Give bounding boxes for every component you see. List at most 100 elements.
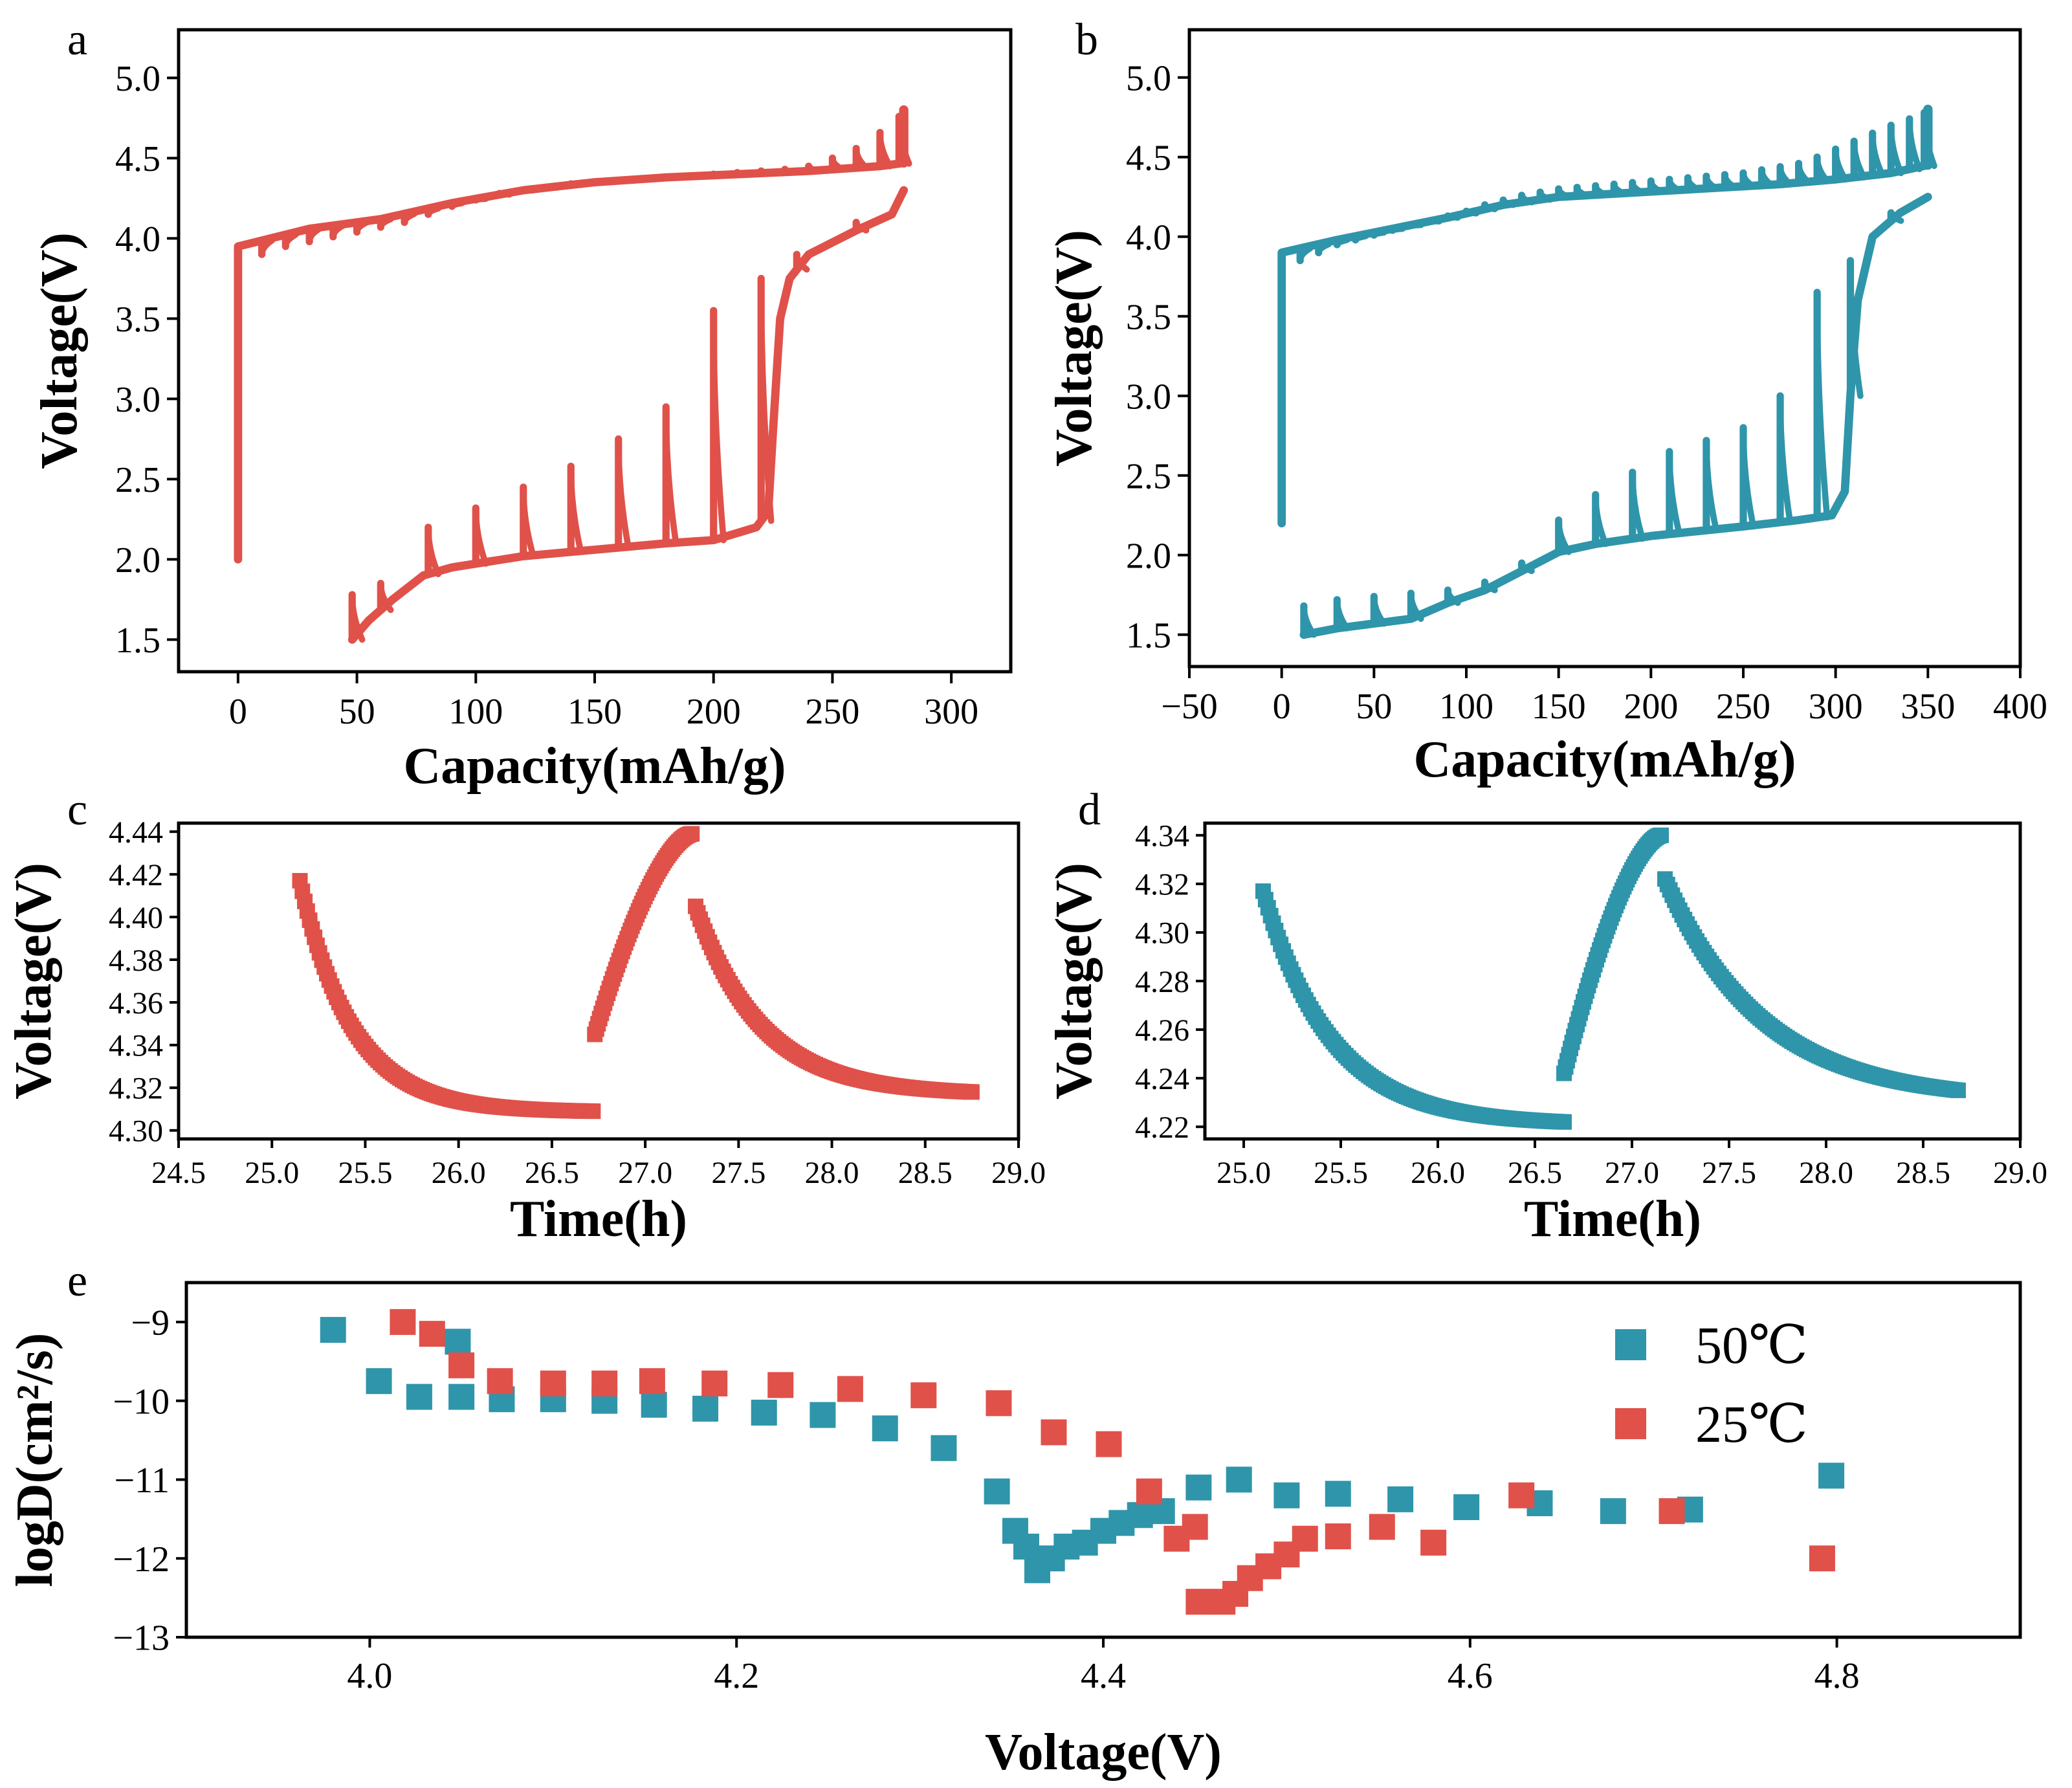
panel-a-charge-relax-hook [425, 205, 442, 217]
panel-d-x-tick-label: 28.0 [1799, 1156, 1853, 1190]
panel-a-charge-relax-hook [306, 225, 323, 245]
panel-c-x-axis-label: Time(h) [510, 1191, 687, 1248]
panel-a-discharge-relax-hook [615, 436, 632, 551]
panel-c-x-tick-label: 27.5 [711, 1156, 766, 1190]
panel-e-series-1-point [1185, 1589, 1212, 1615]
panel-e-series-1-point [639, 1368, 665, 1395]
panel-e-series-0-point [1273, 1482, 1300, 1508]
panel-a-charge-relax-hook [377, 215, 394, 230]
panel-c-x-tick-label: 26.5 [525, 1156, 579, 1190]
panel-d-x-tick-label: 25.0 [1217, 1156, 1271, 1190]
panel-a-discharge-relax-hook [758, 275, 775, 524]
panel-b-x-tick-label: 400 [1993, 687, 2047, 727]
panel-e-y-axis-label: logD(cm²/s) [6, 1333, 63, 1587]
panel-e-series-0-point [1453, 1494, 1480, 1521]
panel-b-charge-relax-hook [1297, 245, 1314, 264]
panel-e-series-1-point [986, 1390, 1012, 1417]
panel-a-charge-relax-hook [401, 210, 418, 226]
panel-a-charge-relax-hook [734, 169, 751, 177]
panel-a: a 0 50 100 150 200 250 300 1.5 2.0 2.5 3.0 3.5 4.0 4.… [31, 15, 1013, 795]
panel-b-charge-relax-hook [1407, 221, 1424, 229]
panel-e-legend-label: 25℃ [1695, 1395, 1808, 1453]
panel-e-series-0-point [320, 1317, 346, 1343]
panel-b-discharge-relax-hook [1301, 602, 1317, 638]
panel-b-discharge-relax-hook [1847, 257, 1864, 399]
panel-d-x-tick-label: 29.0 [1993, 1156, 2047, 1190]
panel-a-y-tick-label: 1.5 [115, 621, 160, 661]
panel-e-series-1-point [1041, 1419, 1067, 1446]
panel-b-y-axis-label: Voltage(V) [1046, 230, 1103, 467]
panel-b-charge-relax-hook [1500, 197, 1517, 208]
panel-e-series-0-point [1600, 1498, 1626, 1525]
panel-c-y-tick-label: 4.34 [109, 1029, 163, 1063]
panel-e-legend-marker [1615, 1408, 1646, 1439]
panel-b: b −50 0 50 100 150 200 250 300 350 400 1.5 2.0 2.5 3.… [1046, 15, 2047, 788]
panel-b-discharge-relax-hook [1777, 393, 1794, 525]
panel-a-charge-relax-hook [496, 190, 513, 198]
panel-b-charge-relax-hook [1481, 201, 1498, 212]
panel-b-y-tick-label: 4.0 [1126, 217, 1171, 258]
panel-b-charge-relax-hook [1648, 177, 1664, 195]
panel-e-series-0-point [445, 1329, 471, 1355]
panel-a-charge-relax-hook [330, 222, 347, 240]
panel-b-charge-relax-hook [1444, 213, 1461, 221]
panel-b-charge-relax-hook [1684, 174, 1701, 193]
panel-e-series-1-point [1096, 1431, 1122, 1457]
panel-b-x-tick-label: 0 [1273, 687, 1291, 727]
panel-a-y-tick-label: 2.0 [115, 540, 160, 580]
panel-b-charge-relax-hook [1814, 154, 1831, 184]
panel-b-charge-relax-hook [1629, 179, 1646, 196]
panel-a-charge-relax-hook [448, 200, 465, 210]
panel-a-charge-relax-hook [568, 181, 584, 188]
panel-e-series-0-point [406, 1384, 432, 1410]
panel-b-discharge-relax-hook [1555, 516, 1572, 555]
panel-a-charge-relax-hook [877, 129, 894, 170]
panel-e-series-1-point [1182, 1514, 1208, 1540]
panel-e-x-tick-label: 4.2 [714, 1656, 759, 1696]
panel-b-x-tick-label: 300 [1809, 687, 1863, 727]
panel-a-discharge-relax-hook [472, 505, 489, 567]
panel-e-series-1-point [419, 1321, 445, 1347]
panel-b-charge-relax-hook [1869, 130, 1886, 179]
panel-b-charge-relax-hook [1758, 166, 1775, 189]
panel-c-x-tick-label: 24.5 [151, 1156, 206, 1190]
panel-a-charge-relax-hook [829, 155, 846, 173]
panel-e-legend: 50℃25℃ [1615, 1316, 1808, 1453]
panel-c-y-tick-label: 4.30 [109, 1114, 163, 1149]
panel-b-discharge-relax-hook [1444, 587, 1461, 606]
panel-c-segment-0-point [585, 1103, 601, 1120]
panel-a-y-tick-label: 4.0 [115, 219, 160, 259]
panel-b-charge-relax-hook [1721, 171, 1738, 191]
panel-a-charge-relax-hook [805, 163, 822, 175]
panel-e-series-0-point [1325, 1481, 1351, 1507]
panel-b-x-axis-label: Capacity(mAh/g) [1413, 731, 1796, 788]
panel-c-x-tick-label: 28.5 [898, 1156, 953, 1190]
panel-a-charge-relax-hook [258, 237, 275, 258]
panel-e-x-axis-label: Voltage(V) [985, 1724, 1222, 1781]
panel-a-x-tick-label: 100 [448, 692, 503, 732]
panel-a-x-tick-label: 50 [339, 692, 375, 732]
panel-e-series-0-point [692, 1395, 719, 1422]
panel-e-series-1-point [1136, 1478, 1162, 1505]
panel-b-charge-relax-hook [1906, 115, 1923, 173]
panel-e-series-1-point [591, 1370, 618, 1396]
panel-c-y-axis-label: Voltage(V) [5, 863, 62, 1099]
panel-a-charge-relax-hook [353, 219, 370, 236]
panel-a-discharge-relax-hook [793, 251, 810, 273]
panel-e-y-tick-label: −10 [113, 1382, 170, 1422]
panel-b-y-tick-label: 1.5 [1126, 615, 1171, 656]
panel-a-discharge-relax-hook [710, 307, 727, 544]
panel-a-charge-relax-hook [282, 231, 299, 250]
panel-b-charge-relax-hook [1463, 208, 1480, 217]
panel-e-series-1-point [390, 1308, 416, 1335]
panel-e-series-1-point [910, 1382, 937, 1409]
panel-a-discharge-relax-hook [425, 524, 442, 577]
panel-d-y-tick-label: 4.34 [1135, 819, 1189, 854]
panel-d-y-axis-label: Voltage(V) [1046, 863, 1103, 1099]
panel-b-discharge-relax-hook [1666, 448, 1683, 538]
panel-e-y-tick-label: −13 [113, 1618, 170, 1659]
panel-e-series-1-point [837, 1376, 863, 1402]
panel-b-x-tick-label: 100 [1439, 687, 1493, 727]
panel-e-series-0-point [1818, 1462, 1845, 1489]
panel-a-x-axis-label: Capacity(mAh/g) [403, 738, 786, 795]
